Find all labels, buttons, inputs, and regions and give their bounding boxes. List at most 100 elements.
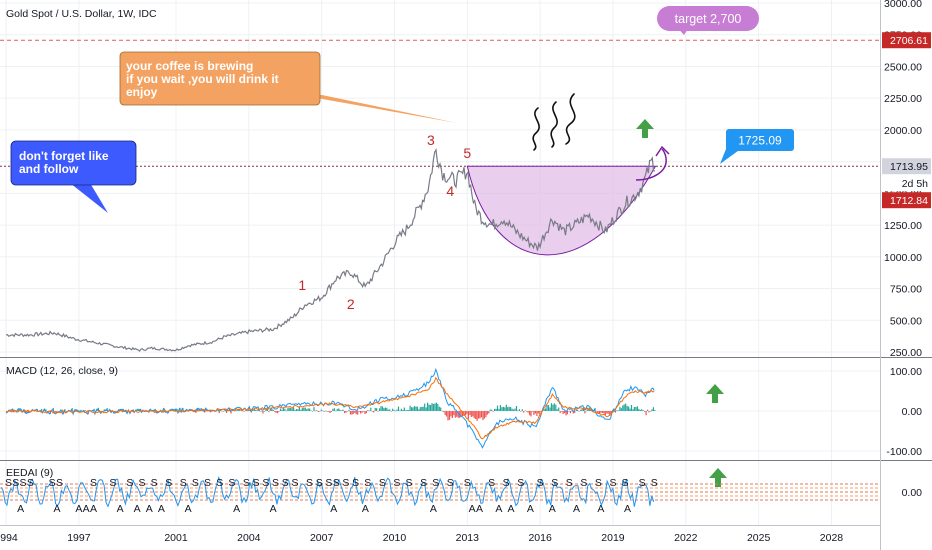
macd-histogram-bar [217,410,219,412]
macd-histogram-bar [508,406,510,411]
macd-histogram-bar [413,406,416,411]
macd-histogram-bar [629,408,631,411]
macd-histogram-bar [243,411,245,412]
macd-histogram-bar [290,407,292,411]
eedai-alert-marker: A [158,503,165,515]
eedai-alert-marker: A [476,503,483,515]
macd-histogram-bar [556,409,558,411]
coffee-note[interactable] [119,51,321,106]
macd-histogram-bar [507,407,509,411]
macd-histogram-bar [314,410,317,412]
macd-histogram-bar [259,411,261,412]
time-tick-label: 2010 [383,532,407,544]
eedai-sell-marker: S [517,477,524,489]
macd-histogram-bar [78,410,81,412]
steam-swirl-3[interactable] [565,93,576,145]
eedai-oscillator-line[interactable] [0,476,655,508]
time-tick-label: 2016 [528,532,552,544]
steam-swirls[interactable] [532,93,576,151]
macd-histogram-bar [596,411,598,412]
macd-histogram-bar [512,409,515,411]
gold-price-series-line[interactable] [6,148,656,352]
macd-histogram-bar [244,410,247,411]
macd-histogram-bar [271,408,273,411]
macd-histogram-bar [610,411,612,416]
eedai-sell-marker: S [5,477,12,489]
macd-histogram-bar [614,411,617,413]
macd-histogram-bar [80,409,82,411]
macd-histogram-bar [584,411,586,414]
macd-histogram-bar [295,409,298,411]
macd-histogram-bar [277,411,279,414]
macd-histogram-bar [501,407,503,411]
macd-histogram-bar [642,410,644,411]
previous-price-tag-bg [882,192,931,209]
macd-histogram-bar [620,408,622,411]
macd-histogram [6,402,656,421]
countdown-tag: 2d 5h [882,175,931,192]
eedai-sell-marker: S [325,477,332,489]
macd-histogram-bar [451,411,453,419]
macd-histogram-bar [154,408,156,411]
macd-histogram-bar [362,411,365,412]
like-note-line-1: don't forget like [19,149,109,163]
macd-histogram-bar [252,409,254,411]
macd-histogram-bar [210,411,212,413]
macd-histogram-bar [652,407,654,411]
macd-histogram-bar [336,408,338,411]
eedai-sell-marker: S [503,477,510,489]
countdown-tag-text: 2d 5h [902,178,928,190]
macd-histogram-bar [559,411,561,413]
green-up-arrows [636,119,727,487]
macd-histogram-bar [499,405,501,411]
macd-histogram-bar [285,410,287,412]
eedai-alert-marker: A [549,503,556,515]
price-scale-labels[interactable]: 3000.002750.002500.002250.002000.001750.… [884,0,922,499]
macd-histogram-bar [550,403,552,411]
macd-histogram-bar [616,410,618,411]
macd-signal-line[interactable] [6,376,655,440]
macd-histogram-bar [364,411,366,414]
breakout-curve-arrow[interactable] [635,145,670,181]
macd-histogram-bar [444,411,446,415]
previous-price-tag-text: 1712.84 [890,195,928,207]
eedai-sell-marker: S [420,477,427,489]
macd-histogram-bar [262,411,264,414]
macd-histogram-bar [291,408,293,411]
macd-histogram-bar [632,409,634,411]
steam-swirl-2[interactable] [550,101,558,148]
time-tick-label: 1994 [0,532,18,544]
macd-histogram-bar [431,403,433,411]
cup-shape[interactable] [466,165,657,256]
macd-histogram-bar [511,408,513,411]
macd-histogram-bar [412,407,414,411]
eedai-sell-marker: S [139,477,146,489]
macd-histogram-bar [479,411,481,419]
macd-histogram-bar [272,409,274,411]
eedai-sell-marker: S [622,477,629,489]
time-scale-labels[interactable]: 1994 1997 2001 2004 2007 2010 2013 2016 2019 2022… [0,532,843,544]
price-tags: 2706.61 1713.95 2d 5h 1712.84 [882,32,931,209]
eedai-sell-marker: S [90,477,97,489]
eedai-sell-marker: S [639,477,646,489]
price-callout[interactable] [726,129,794,151]
macd-histogram-bar [211,411,213,412]
macd-histogram-bar [313,407,315,411]
macd-line[interactable] [5,367,655,449]
time-tick-label: 2019 [601,532,625,544]
steam-swirl-1[interactable] [532,107,540,151]
eedai-sell-marker: S [180,477,187,489]
target-bubble[interactable] [657,6,759,31]
macd-histogram-bar [65,411,67,412]
macd-histogram-bar [380,406,382,411]
macd-histogram-bar [45,409,47,411]
eedai-alert-marker: A [185,503,192,515]
macd-histogram-bar [365,411,367,414]
macd-histogram-bar [393,410,395,411]
like-note[interactable] [10,140,137,186]
macd-histogram-bar [175,409,177,411]
like-note-pointer [70,183,108,213]
price-tick-label: 2000.00 [884,125,922,137]
eedai-alert-marker: A [17,503,24,515]
